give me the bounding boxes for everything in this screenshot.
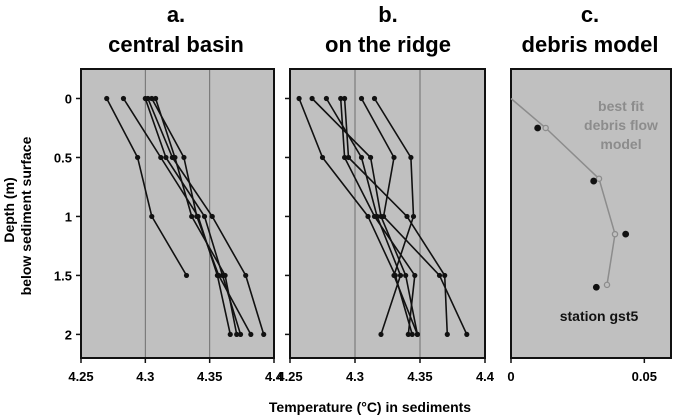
panel-a-series-5-point-4 bbox=[234, 331, 240, 338]
panel-a-series-3-point-3 bbox=[243, 272, 249, 279]
panel-a-series-4-point-4 bbox=[248, 331, 254, 338]
panel-a-x-tick-label-2: 4.35 bbox=[197, 369, 222, 384]
panel-a-series-5-point-1 bbox=[172, 154, 178, 161]
panel-b-series-6-point-3 bbox=[391, 272, 397, 279]
panel-a-series-0-point-2 bbox=[149, 213, 155, 220]
panel-b-series-1-point-3 bbox=[403, 272, 409, 279]
panel-a-series-2-point-1 bbox=[163, 154, 169, 161]
panel-a-y-tick-label-0: 0 bbox=[65, 91, 72, 106]
panel-b-series-3-point-1 bbox=[342, 154, 348, 161]
panel-c-observed-point-2 bbox=[622, 230, 630, 238]
panel-a-title: central basin bbox=[108, 32, 244, 57]
panel-a-series-5-point-3 bbox=[222, 272, 228, 279]
panel-a-series-2-point-4 bbox=[237, 331, 244, 338]
panel-a-series-4-point-0 bbox=[149, 95, 155, 102]
panel-c-model-point-4 bbox=[603, 281, 611, 289]
x-axis-label: Temperature (°C) in sediments bbox=[269, 399, 471, 415]
panel-b-series-5-point-4 bbox=[464, 331, 470, 338]
panel-b-series-2-point-1 bbox=[358, 154, 365, 161]
panel-a-series-0 bbox=[105, 98, 188, 276]
panel-b-x-tick-label-0: 4.25 bbox=[277, 369, 302, 384]
panel-a-y-tick-label-3: 1.5 bbox=[54, 268, 72, 283]
panel-b-series-2-point-0 bbox=[323, 95, 329, 102]
panel-b-series-3-point-4 bbox=[405, 331, 411, 338]
panel-b-plot: 4.25 4.3 4.35 4.4 bbox=[277, 70, 495, 384]
panel-b-series-5-point-1 bbox=[391, 154, 397, 161]
panel-b-series-1-point-1 bbox=[368, 154, 374, 161]
observed-label: station gst5 bbox=[560, 308, 639, 324]
panel-a-x-tick-label-0: 4.25 bbox=[68, 369, 93, 384]
panel-b-series-1-point-0 bbox=[309, 95, 315, 102]
panel-b-title: on the ridge bbox=[325, 32, 451, 57]
panel-a-series-3-point-0 bbox=[145, 95, 151, 102]
panel-b-series-5-point-0 bbox=[358, 95, 365, 102]
panel-a-series-1-point-1 bbox=[158, 154, 164, 161]
panel-a-x-tick-label-1: 4.3 bbox=[136, 369, 154, 384]
panel-c-title-letter: c. bbox=[581, 2, 599, 27]
panel-c-x-tick-label-1: 0.05 bbox=[632, 369, 657, 384]
y-axis-label-line-2: below sediment surface bbox=[18, 136, 34, 295]
panel-b-series-6-point-0 bbox=[371, 95, 378, 102]
panel-b-series-0-point-0 bbox=[296, 95, 302, 102]
panel-a-series-3-point-2 bbox=[209, 213, 215, 220]
panel-a-plot-area bbox=[80, 68, 275, 359]
panel-a-x-tick-label-3: 4.4 bbox=[265, 369, 284, 384]
panel-b-series-4-point-2 bbox=[404, 213, 410, 220]
panel-b-x-tick-label-2: 4.35 bbox=[407, 369, 432, 384]
panel-a-series-1-point-4 bbox=[227, 331, 233, 338]
panel-c-observed-point-1 bbox=[590, 177, 598, 185]
panel-b-series-0-point-1 bbox=[319, 154, 326, 161]
model-label-line-3: model bbox=[600, 136, 641, 152]
panel-b-series-4-point-3 bbox=[442, 272, 448, 279]
panel-c-plot-area bbox=[510, 68, 672, 359]
panel-b-series-6-point-4 bbox=[414, 331, 420, 338]
panel-a-series-4-point-3 bbox=[216, 272, 222, 279]
panel-a-series-5-point-2 bbox=[189, 213, 195, 220]
panel-b-series-3-point-3 bbox=[412, 272, 418, 279]
panel-b-plot-area bbox=[289, 68, 486, 359]
panel-b-series-4-point-0 bbox=[342, 95, 348, 102]
panel-a-series-0-point-0 bbox=[104, 95, 110, 102]
y-axis-label-line-1: Depth (m) bbox=[1, 177, 17, 242]
panel-a-series-2-point-2 bbox=[201, 213, 208, 220]
panel-b-title-letter: b. bbox=[378, 2, 398, 27]
panel-b-x-tick-label-3: 4.4 bbox=[476, 369, 495, 384]
panel-c-model-point-1 bbox=[542, 124, 549, 132]
panel-b-series-2-point-4 bbox=[378, 331, 384, 338]
panel-a-y-tick-label-1: 0.5 bbox=[54, 150, 72, 165]
panel-b-series-6-point-2 bbox=[410, 213, 417, 220]
model-label-line-2: debris flow bbox=[584, 117, 658, 133]
panel-b-x-tick-label-1: 4.3 bbox=[346, 369, 364, 384]
panel-b-series-6-point-1 bbox=[408, 154, 414, 161]
panel-a-series-3-point-4 bbox=[261, 331, 267, 338]
panel-a-y-tick-label-2: 1 bbox=[65, 209, 72, 224]
panel-c-observed-point-3 bbox=[592, 283, 600, 291]
panel-c-model-point-3 bbox=[611, 230, 619, 238]
panel-b-series-4-point-4 bbox=[444, 331, 450, 338]
panel-c-model-point-2 bbox=[595, 175, 603, 182]
panel-a-series-1-point-0 bbox=[120, 95, 127, 102]
panel-c-observed-point-0 bbox=[534, 124, 542, 132]
panel-b-series-5-point-2 bbox=[381, 213, 387, 220]
panel-a-y-tick-label-4: 2 bbox=[65, 327, 72, 342]
panel-b-series-2-point-3 bbox=[397, 272, 404, 279]
panel-a-series-0-point-3 bbox=[183, 272, 190, 279]
model-label-line-1: best fit bbox=[598, 98, 644, 114]
panel-a-title-letter: a. bbox=[167, 2, 185, 27]
panel-c-plot: 0 0.05 bbox=[507, 97, 657, 384]
panel-a-series-4-point-1 bbox=[181, 154, 187, 161]
panel-c-title: debris model bbox=[522, 32, 659, 57]
panel-a-series-4-point-2 bbox=[194, 213, 200, 220]
panel-b-series-0-point-2 bbox=[365, 213, 371, 220]
panel-a-series-5-point-0 bbox=[153, 95, 159, 102]
panel-c-x-tick-label-0: 0 bbox=[507, 369, 514, 384]
panel-b-series-5-point-3 bbox=[436, 272, 443, 279]
panel-a-series-0-point-1 bbox=[135, 154, 141, 161]
panel-b-series-0-point-4 bbox=[409, 331, 415, 338]
panel-b-series-3-point-2 bbox=[371, 213, 378, 220]
panel-b-series-4-point-1 bbox=[345, 154, 352, 161]
panel-a-plot: 4.25 4.3 4.35 4.4 0 0.5 1 1.5 2 bbox=[54, 70, 284, 384]
panel-b-series-3-point-0 bbox=[338, 95, 344, 102]
